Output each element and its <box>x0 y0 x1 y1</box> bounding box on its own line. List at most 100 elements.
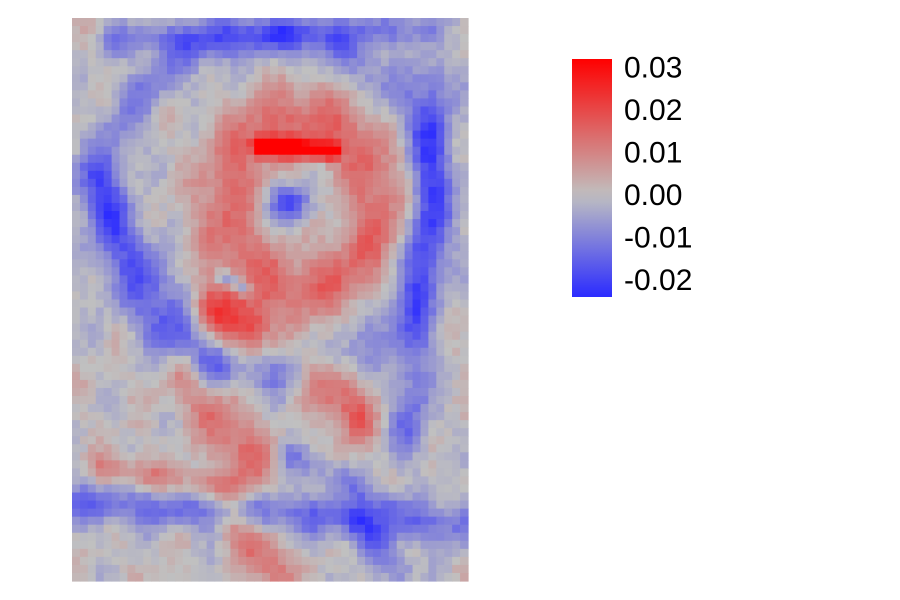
heatmap-cell <box>262 420 271 429</box>
heatmap-cell <box>301 428 311 437</box>
heatmap-cell <box>190 484 200 494</box>
heatmap-cell <box>388 460 398 469</box>
heatmap-cell <box>412 186 422 196</box>
heatmap-cell <box>111 90 121 100</box>
heatmap-cell <box>404 420 414 429</box>
heatmap-cells <box>72 18 469 582</box>
heatmap-cell <box>238 355 247 365</box>
heatmap-cell <box>222 387 231 397</box>
heatmap-cell <box>380 460 390 469</box>
heatmap-cell <box>285 420 295 429</box>
heatmap-cell <box>72 315 81 325</box>
heatmap-cell <box>428 484 437 494</box>
heatmap-cell <box>460 211 469 220</box>
heatmap-cell <box>317 379 327 389</box>
heatmap-cell <box>111 251 121 260</box>
heatmap-cell <box>127 291 136 301</box>
heatmap-cell <box>103 548 113 558</box>
heatmap-cell <box>396 379 406 389</box>
heatmap-cell <box>404 194 414 204</box>
heatmap-cell <box>341 146 350 156</box>
heatmap-cell <box>87 508 97 518</box>
heatmap-cell <box>151 283 160 293</box>
heatmap-cell <box>270 299 279 309</box>
heatmap-cell <box>309 34 319 43</box>
heatmap-cell <box>285 508 295 518</box>
heatmap-cell <box>182 114 192 124</box>
heatmap-cell <box>190 219 200 228</box>
heatmap-cell <box>365 90 374 100</box>
heatmap-cell <box>341 235 350 244</box>
heatmap-cell <box>341 500 350 510</box>
heatmap-cell <box>262 74 271 83</box>
heatmap-cell <box>388 202 398 212</box>
heatmap-cell <box>349 556 358 566</box>
heatmap-cell <box>127 42 136 51</box>
heatmap-cell <box>135 122 144 132</box>
heatmap-cell <box>372 42 382 51</box>
heatmap-cell <box>238 259 247 268</box>
heatmap-cell <box>333 106 342 116</box>
heatmap-cell <box>198 363 208 373</box>
heatmap-cell <box>198 146 208 156</box>
heatmap-cell <box>127 66 136 75</box>
heatmap-cell <box>412 540 422 550</box>
heatmap-cell <box>270 251 279 260</box>
heatmap-cell <box>254 500 263 510</box>
heatmap-cell <box>111 186 121 196</box>
heatmap-cell <box>428 452 437 461</box>
heatmap-cell <box>230 146 239 156</box>
heatmap-cell <box>182 283 192 293</box>
heatmap-cell <box>206 291 216 301</box>
heatmap-cell <box>214 243 224 252</box>
heatmap-cell <box>277 34 287 43</box>
heatmap-cell <box>174 460 184 469</box>
heatmap-cell <box>325 339 334 349</box>
heatmap-cell <box>238 396 247 405</box>
heatmap-cell <box>420 42 429 51</box>
colorbar-gradient <box>572 59 612 297</box>
heatmap-cell <box>325 275 334 285</box>
heatmap-cell <box>214 476 224 486</box>
heatmap-cell <box>396 307 406 317</box>
heatmap-cell <box>230 211 239 220</box>
heatmap-cell <box>309 162 319 172</box>
heatmap-cell <box>396 452 406 461</box>
heatmap-cell <box>167 211 176 220</box>
heatmap-cell <box>428 34 437 43</box>
heatmap-cell <box>262 194 271 204</box>
heatmap-cell <box>365 259 374 268</box>
heatmap-cell <box>214 532 224 542</box>
heatmap-cell <box>349 154 358 164</box>
heatmap-cell <box>135 66 144 75</box>
heatmap-cell <box>380 202 390 212</box>
heatmap-cell <box>230 572 239 582</box>
heatmap-cell <box>277 404 287 413</box>
heatmap-cell <box>198 500 208 510</box>
heatmap-cell <box>460 202 469 212</box>
heatmap-cell <box>309 452 319 461</box>
heatmap-cell <box>79 122 89 132</box>
heatmap-cell <box>380 74 390 83</box>
heatmap-cell <box>309 299 319 309</box>
heatmap-cell <box>420 508 429 518</box>
heatmap-cell <box>285 500 295 510</box>
heatmap-cell <box>460 540 469 550</box>
heatmap-cell <box>420 347 429 357</box>
heatmap-cell <box>388 331 398 341</box>
heatmap-cell <box>277 516 287 526</box>
heatmap-cell <box>412 444 422 453</box>
heatmap-cell <box>143 476 152 486</box>
heatmap-cell <box>135 548 144 558</box>
heatmap-cell <box>246 548 255 558</box>
heatmap-cell <box>270 412 279 421</box>
heatmap-cell <box>325 508 334 518</box>
heatmap-cell <box>72 387 81 397</box>
heatmap-cell <box>341 307 350 317</box>
heatmap-cell <box>230 508 239 518</box>
heatmap-cell <box>412 98 422 108</box>
heatmap-cell <box>95 564 105 574</box>
heatmap-cell <box>420 556 429 566</box>
heatmap-cell <box>452 202 461 212</box>
heatmap-cell <box>72 194 81 204</box>
